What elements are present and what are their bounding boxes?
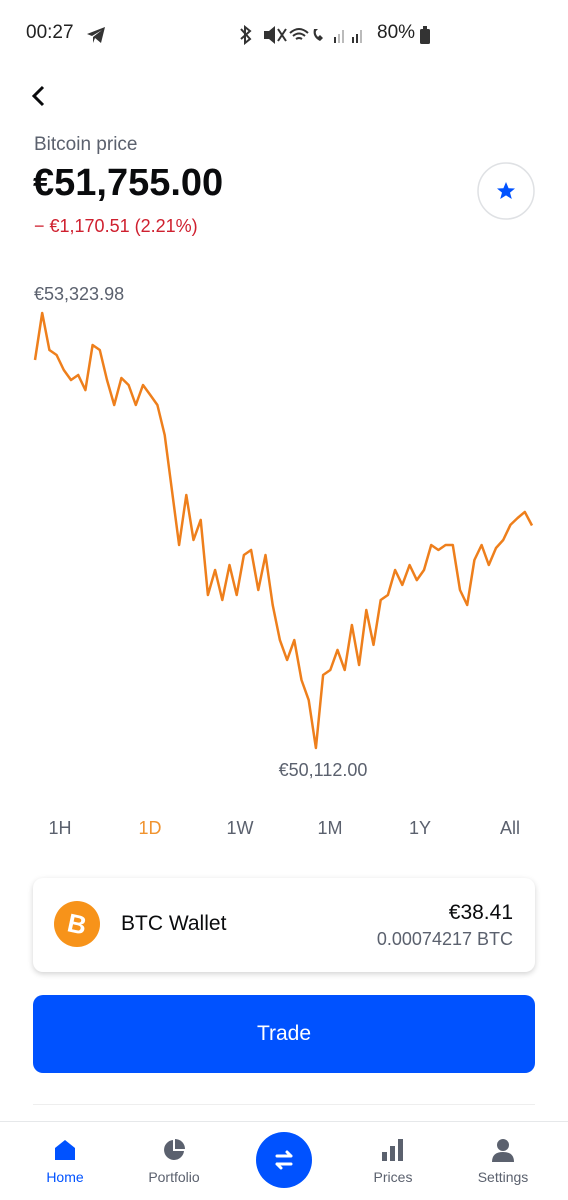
home-icon[interactable]	[53, 1138, 77, 1162]
status-icons	[240, 25, 362, 45]
bitcoin-icon: B	[54, 901, 100, 947]
range-option[interactable]: 1D	[138, 818, 162, 838]
card-edge	[33, 1104, 535, 1125]
portfolio-icon[interactable]	[162, 1138, 186, 1162]
back-button[interactable]	[28, 84, 50, 108]
range-option[interactable]: 1W	[226, 818, 254, 838]
battery-icon	[420, 26, 430, 44]
nav-home[interactable]: Home	[46, 1169, 84, 1185]
prices-icon[interactable]	[381, 1138, 405, 1162]
price-chart: €53,323.98 €50,112.00	[33, 284, 534, 780]
trade-button[interactable]: Trade	[33, 995, 535, 1073]
max-price-label: €53,323.98	[34, 284, 124, 304]
wallet-crypto-balance: 0.00074217 BTC	[376, 929, 513, 949]
price-change: − €1,170.51 (2.21%)	[34, 216, 198, 236]
nav-prices[interactable]: Prices	[373, 1169, 413, 1185]
price-line	[33, 311, 534, 750]
wallet-card[interactable]: B BTC Wallet €38.41 0.00074217 BTC	[33, 878, 535, 972]
range-selector: 1H 1D 1W 1M 1Y All	[20, 818, 550, 839]
bottom-nav: Home Portfolio Prices Settings	[0, 1121, 568, 1200]
settings-icon[interactable]	[491, 1138, 515, 1162]
nav-portfolio[interactable]: Portfolio	[148, 1169, 200, 1185]
wallet-name: BTC Wallet	[121, 912, 227, 935]
range-option[interactable]: 1M	[317, 818, 343, 838]
range-option[interactable]: 1Y	[408, 818, 432, 838]
wallet-fiat-balance: €38.41	[448, 901, 513, 924]
price: €51,755.00	[33, 162, 224, 204]
range-option[interactable]: All	[499, 818, 520, 838]
battery-level: 80%	[377, 22, 416, 43]
range-option[interactable]: 1H	[48, 818, 72, 838]
watchlist-star-button[interactable]	[476, 161, 536, 221]
trade-fab[interactable]	[256, 1132, 312, 1188]
telegram-icon	[87, 27, 105, 43]
page-subtitle: Bitcoin price	[34, 134, 138, 155]
min-price-label: €50,112.00	[279, 760, 368, 780]
status-time: 00:27	[26, 22, 74, 43]
nav-settings[interactable]: Settings	[477, 1169, 529, 1185]
